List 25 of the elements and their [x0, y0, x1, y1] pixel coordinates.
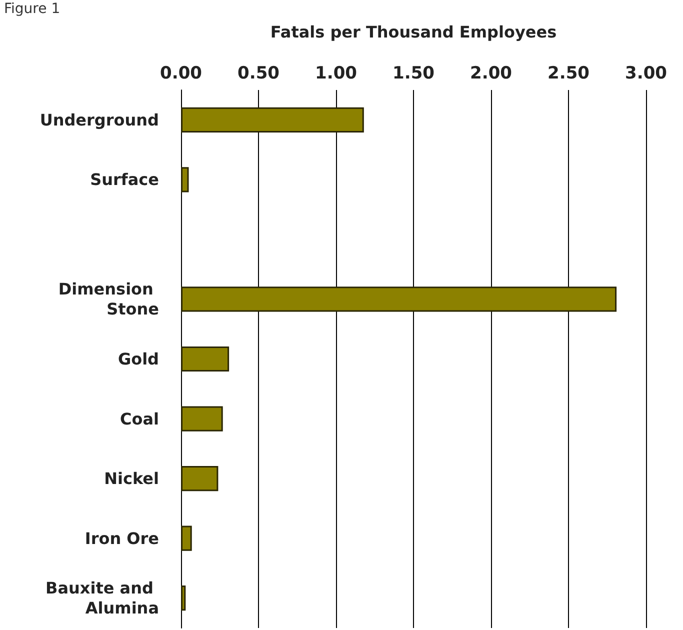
y-tick-label: Nickel	[104, 469, 159, 488]
bar	[181, 586, 186, 611]
bar	[181, 526, 192, 551]
x-tick-label: 1.50	[392, 64, 435, 84]
y-tick-label: Dimension Stone	[58, 280, 160, 319]
x-tick-label: 2.00	[470, 64, 512, 84]
x-tick-label: 0.50	[238, 64, 280, 84]
x-tick-label: 1.00	[315, 64, 358, 84]
bar	[181, 346, 230, 372]
bar	[181, 167, 189, 192]
y-tick-label: Surface	[90, 170, 160, 190]
caption: Figure 1	[4, 1, 60, 17]
bar	[181, 107, 364, 132]
bar	[181, 286, 617, 312]
y-tick-label: Iron Ore	[84, 528, 160, 548]
y-tick-label: Coal	[120, 409, 159, 428]
y-tick-label: Underground	[40, 110, 159, 130]
bar	[181, 466, 218, 492]
x-tick-label: 3.00	[625, 64, 668, 84]
x-tick-label: 0.00	[160, 64, 202, 84]
bar	[181, 406, 223, 432]
y-tick-label: Bauxite and Alumina	[46, 578, 159, 618]
x-tick-label: 2.50	[548, 64, 590, 84]
y-tick-label: Gold	[118, 350, 159, 368]
x-axis-title: Fatals per Thousand Employees	[270, 22, 557, 42]
